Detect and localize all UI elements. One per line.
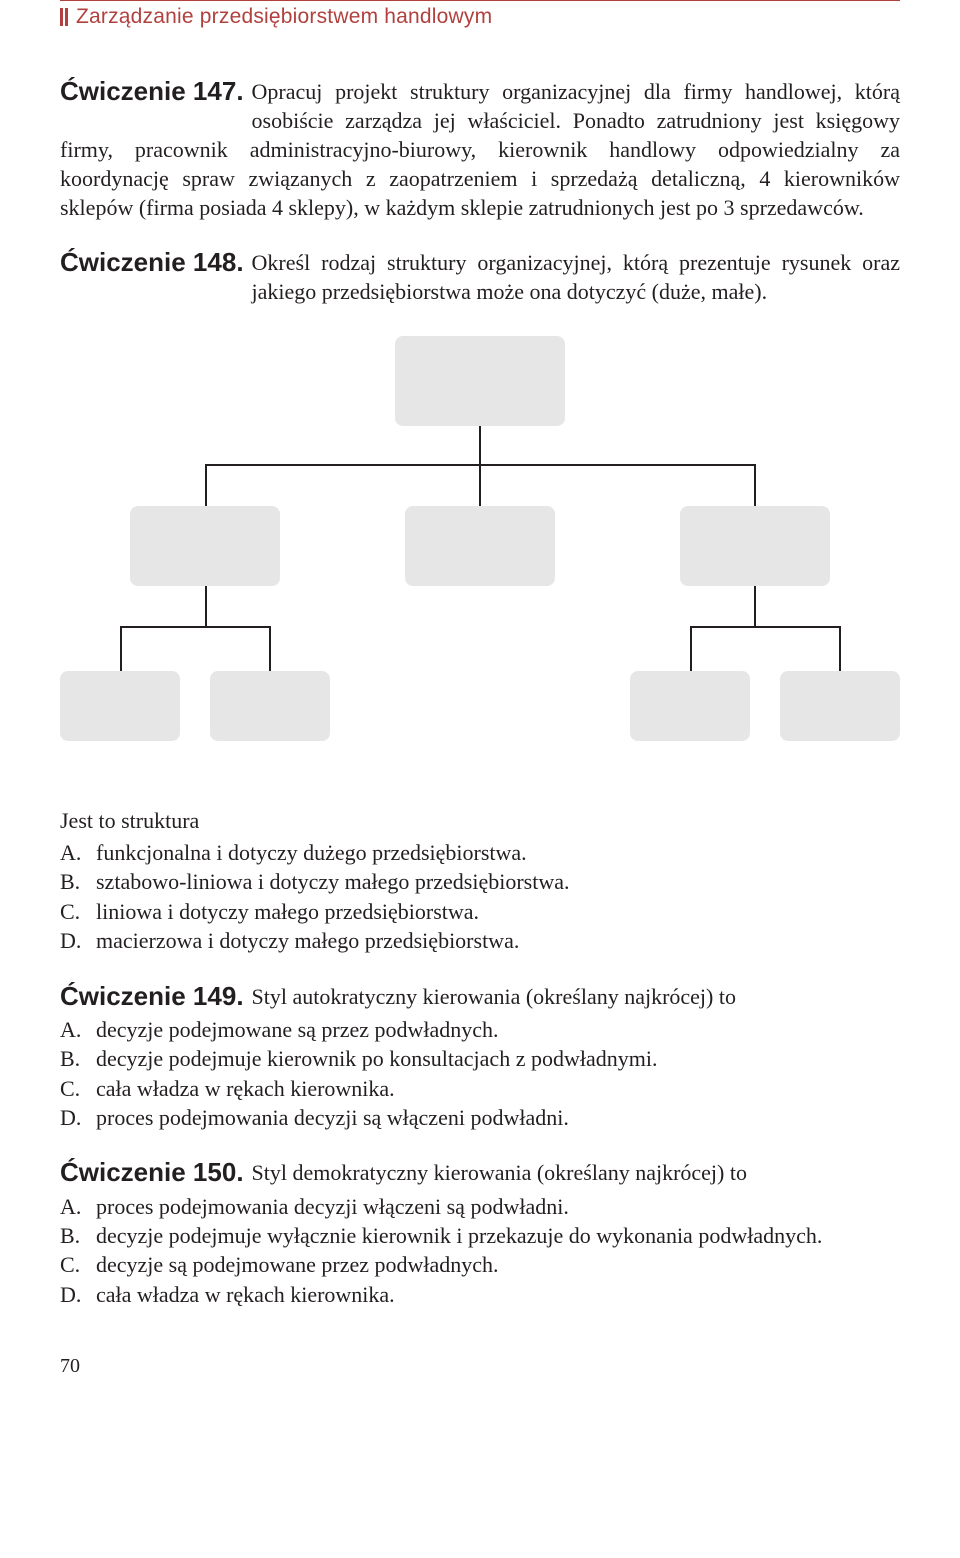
org-edge xyxy=(269,626,271,671)
answer-option: B. decyzje podejmuje wyłącznie kierownik… xyxy=(60,1221,900,1250)
exercise-150-text: Styl demokratyczny kierowania (określany… xyxy=(252,1160,747,1185)
org-node-bot-1 xyxy=(60,671,180,741)
answer-text: cała władza w rękach kierownika. xyxy=(96,1074,900,1103)
org-node-bot-3 xyxy=(630,671,750,741)
org-edge xyxy=(205,464,207,506)
answer-text: decyzje podejmuje wyłącznie kierownik i … xyxy=(96,1221,900,1250)
answer-letter: D. xyxy=(60,1103,96,1132)
exercise-148: Ćwiczenie 148. Określ rodzaj struktury o… xyxy=(60,248,900,306)
page: Zarządzanie przedsiębiorstwem handlowym … xyxy=(0,0,960,1418)
answer-letter: A. xyxy=(60,1192,96,1221)
exercise-147-heading: Ćwiczenie 147. xyxy=(60,77,244,107)
exercise-149: Ćwiczenie 149. Styl autokratyczny kierow… xyxy=(60,982,900,1133)
org-edge xyxy=(754,586,756,628)
exercise-148-body: Ćwiczenie 148. Określ rodzaj struktury o… xyxy=(60,248,900,306)
exercise-148-answers: Jest to struktura A. funkcjonalna i doty… xyxy=(60,806,900,955)
answer-letter: A. xyxy=(60,1015,96,1044)
answer-letter: A. xyxy=(60,838,96,867)
exercise-149-answers: A. decyzje podejmowane są przez podwładn… xyxy=(60,1015,900,1133)
answer-letter: B. xyxy=(60,1221,96,1250)
org-edge xyxy=(120,626,122,671)
exercise-150: Ćwiczenie 150. Styl demokratyczny kierow… xyxy=(60,1158,900,1309)
answer-option: C. cała władza w rękach kierownika. xyxy=(60,1074,900,1103)
exercise-149-text: Styl autokratyczny kierowania (określany… xyxy=(252,984,736,1009)
answer-letter: D. xyxy=(60,926,96,955)
org-node-bot-2 xyxy=(210,671,330,741)
exercise-148-text: Określ rodzaj struktury organizacyjnej, … xyxy=(252,250,900,304)
exercise-147-body: Ćwiczenie 147. Opracuj projekt struktury… xyxy=(60,77,900,222)
org-edge xyxy=(120,626,270,628)
org-node-bot-4 xyxy=(780,671,900,741)
answer-letter: B. xyxy=(60,1044,96,1073)
org-chart-canvas xyxy=(60,336,900,756)
answer-option: B. sztabowo-liniowa i dotyczy małego prz… xyxy=(60,867,900,896)
header-rule xyxy=(60,0,900,1)
exercise-148-heading: Ćwiczenie 148. xyxy=(60,248,244,278)
answer-letter: C. xyxy=(60,1250,96,1279)
answer-text: proces podejmowania decyzji włączeni są … xyxy=(96,1192,900,1221)
org-chart xyxy=(60,336,900,756)
exercise-150-heading: Ćwiczenie 150. xyxy=(60,1158,244,1188)
org-edge xyxy=(479,426,481,466)
exercise-148-lead: Jest to struktura xyxy=(60,806,900,835)
answer-text: funkcjonalna i dotyczy dużego przedsiębi… xyxy=(96,838,900,867)
org-edge xyxy=(205,586,207,628)
org-node-mid-1 xyxy=(130,506,280,586)
answer-option: C. decyzje są podejmowane przez podwładn… xyxy=(60,1250,900,1279)
answer-text: macierzowa i dotyczy małego przedsiębior… xyxy=(96,926,900,955)
answer-text: sztabowo-liniowa i dotyczy małego przeds… xyxy=(96,867,900,896)
org-edge xyxy=(479,464,481,506)
answer-text: cała władza w rękach kierownika. xyxy=(96,1280,900,1309)
header-bars-icon xyxy=(60,8,68,26)
org-node-mid-3 xyxy=(680,506,830,586)
answer-letter: B. xyxy=(60,867,96,896)
header-title-text: Zarządzanie przedsiębiorstwem handlowym xyxy=(76,5,492,29)
answer-option: C. liniowa i dotyczy małego przedsiębior… xyxy=(60,897,900,926)
answer-text: decyzje podejmowane są przez podwładnych… xyxy=(96,1015,900,1044)
answer-letter: C. xyxy=(60,897,96,926)
answer-text: proces podejmowania decyzji są włączeni … xyxy=(96,1103,900,1132)
answer-option: D. proces podejmowania decyzji są włącze… xyxy=(60,1103,900,1132)
exercise-149-body: Ćwiczenie 149. Styl autokratyczny kierow… xyxy=(60,982,900,1011)
answer-option: D. macierzowa i dotyczy małego przedsięb… xyxy=(60,926,900,955)
org-node-mid-2 xyxy=(405,506,555,586)
answer-option: A. proces podejmowania decyzji włączeni … xyxy=(60,1192,900,1221)
answer-letter: D. xyxy=(60,1280,96,1309)
running-header: Zarządzanie przedsiębiorstwem handlowym xyxy=(60,5,900,77)
answer-letter: C. xyxy=(60,1074,96,1103)
exercise-147: Ćwiczenie 147. Opracuj projekt struktury… xyxy=(60,77,900,222)
answer-option: A. decyzje podejmowane są przez podwładn… xyxy=(60,1015,900,1044)
answer-text: decyzje są podejmowane przez podwładnych… xyxy=(96,1250,900,1279)
org-edge xyxy=(754,464,756,506)
answer-option: A. funkcjonalna i dotyczy dużego przedsi… xyxy=(60,838,900,867)
exercise-150-body: Ćwiczenie 150. Styl demokratyczny kierow… xyxy=(60,1158,900,1187)
answer-option: D. cała władza w rękach kierownika. xyxy=(60,1280,900,1309)
exercise-150-answers: A. proces podejmowania decyzji włączeni … xyxy=(60,1192,900,1310)
org-edge xyxy=(690,626,840,628)
answer-text: decyzje podejmuje kierownik po konsultac… xyxy=(96,1044,900,1073)
page-number: 70 xyxy=(60,1355,900,1378)
org-node-top xyxy=(395,336,565,426)
exercise-149-heading: Ćwiczenie 149. xyxy=(60,982,244,1012)
org-edge xyxy=(839,626,841,671)
org-edge xyxy=(690,626,692,671)
answer-text: liniowa i dotyczy małego przedsiębiorstw… xyxy=(96,897,900,926)
answer-option: B. decyzje podejmuje kierownik po konsul… xyxy=(60,1044,900,1073)
